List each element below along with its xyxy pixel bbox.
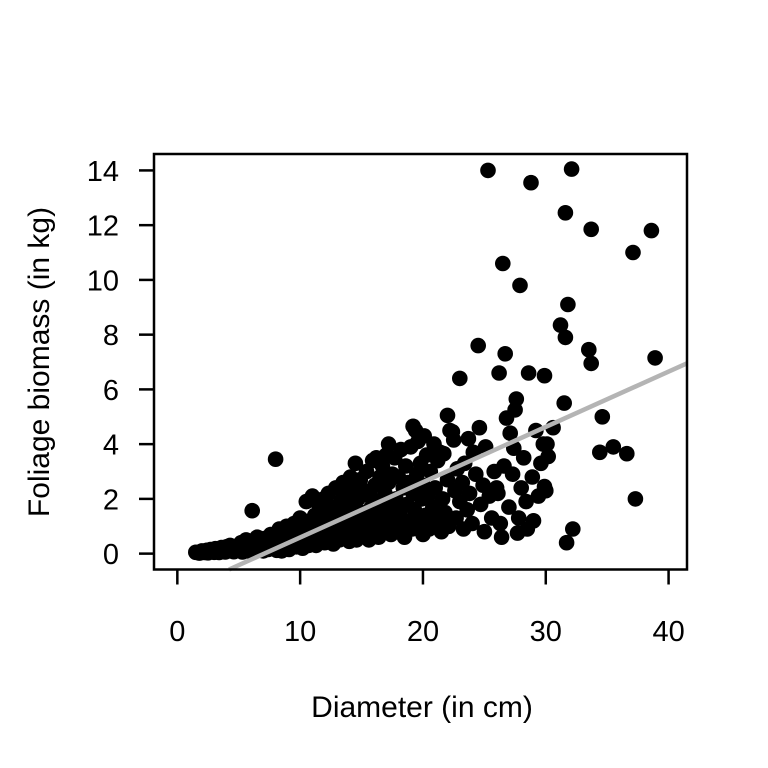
data-point	[625, 244, 641, 261]
data-point	[525, 513, 542, 529]
data-point	[267, 451, 284, 468]
data-point	[439, 407, 456, 424]
data-point	[518, 493, 534, 510]
data-point	[501, 499, 517, 515]
data-point	[565, 521, 581, 537]
data-point	[493, 529, 510, 545]
data-point	[445, 432, 462, 448]
data-point	[434, 491, 451, 507]
data-point	[643, 222, 660, 239]
data-point	[583, 355, 599, 372]
x-tick-label: 20	[407, 616, 439, 648]
data-point	[476, 523, 493, 540]
data-point	[560, 296, 576, 313]
trend-line	[228, 361, 688, 572]
data-point	[471, 419, 488, 436]
data-point	[513, 480, 529, 496]
data-point	[539, 436, 555, 452]
data-point	[581, 341, 597, 358]
y-tick-label: 4	[103, 430, 119, 462]
data-point	[594, 409, 611, 425]
y-tick-label: 10	[87, 265, 119, 297]
data-point	[536, 367, 553, 384]
x-axis-label: Diameter (in cm)	[311, 691, 533, 724]
data-point	[490, 485, 506, 502]
data-point	[552, 317, 569, 333]
data-point	[508, 391, 525, 407]
data-point	[510, 510, 527, 526]
data-point	[524, 469, 541, 485]
data-point	[347, 455, 364, 472]
x-tick-label: 0	[169, 616, 185, 648]
data-point	[647, 350, 663, 366]
data-point	[557, 205, 574, 221]
data-point	[605, 439, 622, 455]
data-point	[523, 174, 539, 191]
data-point	[497, 346, 513, 362]
plot-box	[152, 152, 689, 571]
data-point	[459, 502, 476, 518]
x-tick-label: 10	[284, 616, 316, 648]
data-point	[520, 365, 537, 381]
data-point	[556, 395, 572, 411]
data-point	[592, 444, 608, 461]
y-tick-label: 6	[103, 375, 119, 407]
x-tick-label: 30	[530, 616, 562, 648]
data-point	[557, 329, 574, 346]
data-point	[619, 445, 635, 462]
data-point	[460, 430, 477, 447]
data-point	[452, 370, 468, 387]
y-tick-label: 2	[103, 484, 119, 516]
data-point	[558, 534, 575, 551]
data-point	[515, 450, 532, 466]
data-point	[627, 491, 644, 507]
y-tick-label: 12	[87, 211, 119, 243]
data-point	[583, 221, 599, 238]
data-point	[398, 458, 414, 474]
y-tick-label: 14	[87, 156, 119, 188]
data-point	[244, 502, 260, 519]
data-point	[380, 436, 397, 452]
y-tick-label: 0	[103, 539, 119, 571]
data-point	[540, 448, 556, 465]
y-tick-label: 8	[103, 320, 119, 352]
data-point	[480, 162, 496, 179]
data-point	[492, 515, 509, 532]
data-point	[461, 485, 478, 502]
data-point	[538, 482, 554, 499]
data-point	[470, 337, 487, 354]
data-point	[504, 466, 521, 483]
data-point	[491, 365, 507, 381]
data-point	[502, 425, 518, 442]
data-point	[427, 480, 444, 496]
data-point	[436, 445, 452, 462]
data-point	[468, 466, 484, 483]
y-axis-label: Foliage biomass (in kg)	[23, 206, 56, 518]
data-point	[495, 255, 511, 272]
data-point	[439, 471, 456, 488]
data-point	[563, 161, 580, 177]
data-point	[512, 277, 528, 294]
x-tick-label: 40	[652, 616, 684, 648]
data-point	[448, 510, 464, 526]
data-point	[464, 515, 480, 532]
